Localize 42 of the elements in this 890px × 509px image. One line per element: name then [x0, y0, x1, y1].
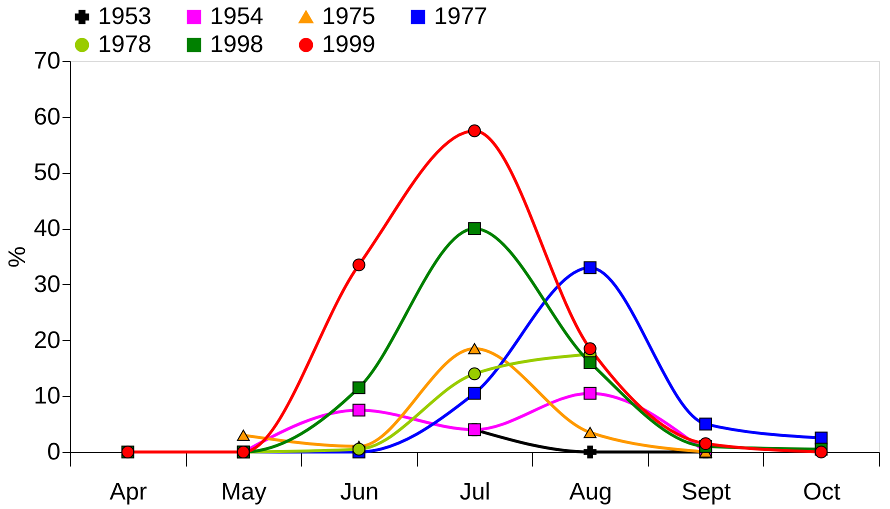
point	[584, 261, 596, 274]
point	[352, 381, 366, 394]
point	[814, 446, 828, 458]
point	[468, 222, 481, 235]
point	[468, 124, 481, 138]
point	[468, 386, 481, 400]
point	[468, 367, 481, 380]
point	[352, 258, 366, 272]
point	[352, 404, 366, 417]
legend-label: 1954	[210, 3, 264, 30]
point	[699, 437, 712, 450]
legend-label: 1978	[98, 31, 152, 58]
x-tick-label: Apr	[110, 478, 147, 506]
legend-label: 1999	[322, 31, 376, 58]
y-tick-label: 70	[34, 48, 60, 74]
legend-label: 1977	[434, 3, 488, 30]
x-tick-label: Oct	[803, 478, 841, 506]
point	[352, 442, 366, 456]
y-axis-title: %	[4, 246, 31, 268]
y-tick-label: 50	[34, 159, 60, 186]
y-tick-label: 20	[34, 326, 60, 354]
x-tick-label: May	[221, 478, 267, 506]
y-tick-label: 60	[34, 103, 60, 130]
y-tick-label: 0	[47, 438, 60, 466]
point	[584, 446, 596, 458]
point	[236, 430, 250, 441]
x-tick-label: Aug	[569, 478, 612, 506]
point	[584, 386, 596, 400]
legend-label: 1953	[98, 3, 152, 30]
point	[584, 342, 596, 356]
y-tick-label: 30	[34, 270, 60, 298]
point	[699, 418, 712, 430]
x-tick-label: Jul	[460, 478, 490, 506]
legend-label: 1998	[210, 31, 264, 58]
x-tick-label: Sept	[681, 478, 732, 506]
legend-label: 1975	[322, 3, 376, 30]
point	[468, 343, 481, 354]
y-tick-label: 40	[34, 215, 60, 242]
point	[584, 426, 596, 438]
y-tick-label: 10	[34, 382, 60, 410]
x-tick-label: Jun	[340, 478, 379, 506]
point	[584, 356, 596, 370]
